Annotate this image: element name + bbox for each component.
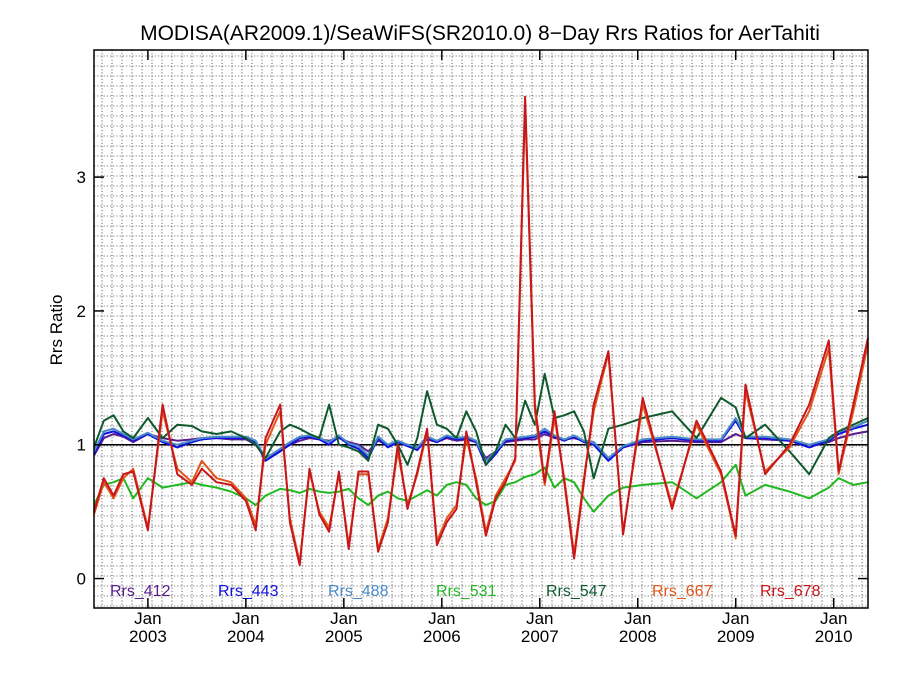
legend-label: Rrs_531 — [436, 583, 497, 600]
legend-label: Rrs_412 — [110, 583, 171, 600]
y-tick-label: 1 — [77, 436, 86, 455]
x-tick-label-month: Jan — [624, 609, 651, 628]
x-tick-label-year: 2007 — [521, 627, 559, 646]
x-tick-label-month: Jan — [820, 609, 847, 628]
y-axis-ticks: 0 1 2 3 — [77, 168, 868, 589]
chart-title: MODISA(AR2009.1)/SeaWiFS(SR2010.0) 8−Day… — [140, 22, 820, 45]
legend-label: Rrs_678 — [760, 583, 821, 600]
x-tick-label-year: 2008 — [619, 627, 657, 646]
series-line-rrs-547 — [93, 372, 869, 480]
x-tick-label-month: Jan — [722, 609, 749, 628]
x-tick-label-month: Jan — [330, 609, 357, 628]
y-tick-label: 0 — [77, 570, 86, 589]
plot-frame — [93, 49, 869, 609]
y-axis-label: Rrs Ratio — [47, 295, 66, 366]
x-tick-label-year: 2003 — [129, 627, 167, 646]
x-tick-label-year: 2009 — [717, 627, 755, 646]
y-tick-label: 3 — [77, 168, 86, 187]
series-lines — [93, 95, 869, 567]
legend: Rrs_412 Rrs_443 Rrs_488 Rrs_531 Rrs_547 Rrs_6… — [110, 583, 821, 600]
x-axis-ticks: Jan2003Jan2004Jan2005Jan2006Jan2007Jan20… — [129, 50, 853, 646]
grid-lines — [94, 50, 868, 608]
x-tick-label-month: Jan — [232, 609, 259, 628]
x-tick-label-year: 2010 — [815, 627, 853, 646]
series-line-rrs-443 — [93, 419, 869, 466]
x-tick-label-month: Jan — [526, 609, 553, 628]
x-tick-label-year: 2005 — [325, 627, 363, 646]
legend-label: Rrs_547 — [546, 583, 607, 600]
x-tick-label-month: Jan — [134, 609, 161, 628]
series-line-rrs-488 — [93, 417, 869, 462]
legend-label: Rrs_488 — [328, 583, 389, 600]
x-tick-label-year: 2006 — [423, 627, 461, 646]
series-line-rrs-531 — [93, 463, 869, 513]
legend-label: Rrs_443 — [218, 583, 279, 600]
legend-label: Rrs_667 — [652, 583, 713, 600]
y-tick-label: 2 — [77, 302, 86, 321]
x-tick-label-year: 2004 — [227, 627, 265, 646]
series-line-rrs-678 — [93, 95, 869, 567]
x-tick-label-month: Jan — [428, 609, 455, 628]
